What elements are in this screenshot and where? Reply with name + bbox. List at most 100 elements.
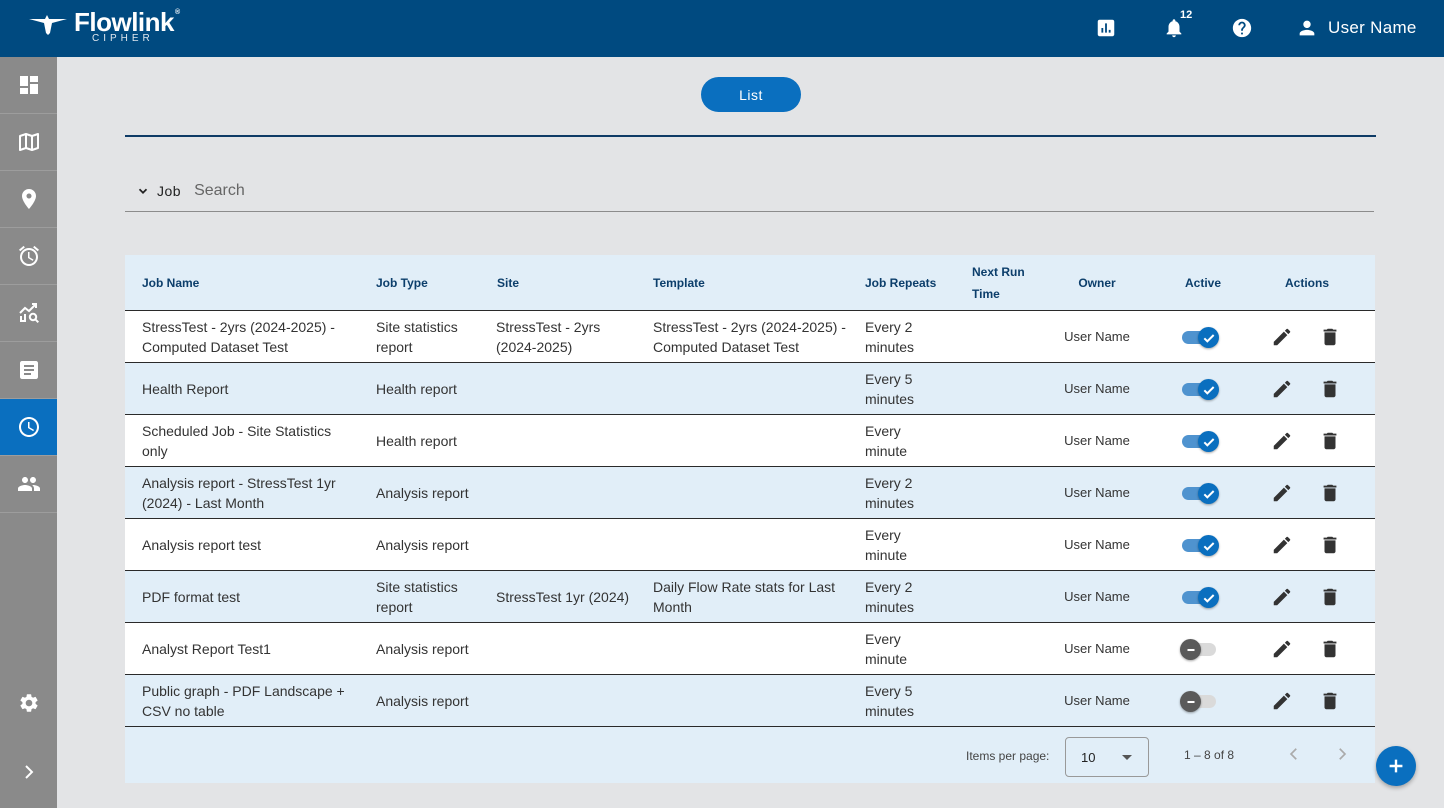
table-row[interactable]: Analysis report - StressTest 1yr (2024) …: [125, 467, 1375, 519]
cell-template: [653, 467, 853, 518]
brand-title: Flowlink®: [74, 7, 180, 37]
add-job-button[interactable]: [1376, 746, 1416, 786]
edit-icon[interactable]: [1269, 376, 1295, 402]
expand-sidebar-button[interactable]: [0, 763, 57, 781]
settings-gear-icon: [19, 694, 38, 712]
active-toggle[interactable]: [1180, 638, 1220, 660]
cell-owner: User Name: [1064, 328, 1130, 344]
check-icon: [1198, 379, 1219, 400]
sidebar-item-analytics[interactable]: [0, 285, 57, 342]
delete-icon[interactable]: [1317, 688, 1343, 714]
search-input[interactable]: [194, 182, 595, 200]
sidebar-item-dashboard[interactable]: [0, 57, 57, 114]
column-header-next-run-time[interactable]: Next Run Time: [972, 264, 1025, 301]
table-header-row: Job Name Job Type Site Template Job Repe…: [125, 255, 1375, 311]
delete-icon[interactable]: [1317, 480, 1343, 506]
sidebar-item-alarms[interactable]: [0, 228, 57, 285]
user-menu[interactable]: User Name: [1296, 17, 1417, 39]
cell-template: StressTest - 2yrs (2024-2025) - Computed…: [653, 318, 846, 355]
cell-template: [653, 623, 853, 674]
column-header-template[interactable]: Template: [653, 275, 705, 290]
sidebar-item-map[interactable]: [0, 114, 57, 171]
table-row[interactable]: Health Report Health report Every 5 minute…: [125, 363, 1375, 415]
active-toggle[interactable]: [1180, 378, 1220, 400]
cell-job-type: Health report: [376, 380, 457, 397]
search-filter-label[interactable]: Job: [157, 183, 182, 199]
sidebar-item-scheduled-jobs[interactable]: [0, 399, 57, 456]
edit-icon[interactable]: [1269, 688, 1295, 714]
report-chart-icon[interactable]: [1095, 17, 1117, 39]
active-toggle[interactable]: [1180, 690, 1220, 712]
logo-bird-icon: [29, 15, 67, 35]
table-row[interactable]: Scheduled Job - Site Statistics only Heal…: [125, 415, 1375, 467]
cell-site: [496, 363, 631, 414]
items-per-page-select[interactable]: 10: [1065, 737, 1149, 777]
active-toggle[interactable]: [1180, 430, 1220, 452]
delete-icon[interactable]: [1317, 636, 1343, 662]
column-header-owner[interactable]: Owner: [1078, 275, 1116, 290]
edit-icon[interactable]: [1269, 532, 1295, 558]
column-header-job-type[interactable]: Job Type: [376, 275, 428, 290]
active-toggle[interactable]: [1180, 326, 1220, 348]
cell-site: [496, 623, 631, 674]
cell-template: [653, 363, 853, 414]
active-toggle[interactable]: [1180, 586, 1220, 608]
edit-icon[interactable]: [1269, 428, 1295, 454]
bell-icon[interactable]: [1163, 17, 1185, 39]
column-header-job-name[interactable]: Job Name: [142, 275, 200, 290]
table-row[interactable]: Public graph - PDF Landscape + CSV no ta…: [125, 675, 1375, 727]
help-icon[interactable]: [1231, 17, 1253, 39]
cell-job-repeats: Every 2 minutes: [865, 318, 915, 355]
previous-page-button[interactable]: [1285, 744, 1303, 764]
table-row[interactable]: Analysis report test Analysis report Every…: [125, 519, 1375, 571]
edit-icon[interactable]: [1269, 636, 1295, 662]
active-toggle[interactable]: [1180, 534, 1220, 556]
delete-icon[interactable]: [1317, 532, 1343, 558]
active-toggle[interactable]: [1180, 482, 1220, 504]
plus-icon: [1389, 759, 1403, 773]
minus-icon: [1180, 691, 1201, 712]
cell-job-type: Site statistics report: [376, 318, 458, 355]
delete-icon[interactable]: [1317, 584, 1343, 610]
cell-next-run-time: [972, 675, 1042, 726]
dropdown-arrow-icon: [1122, 755, 1132, 760]
cell-owner: User Name: [1064, 380, 1130, 396]
next-page-button[interactable]: [1333, 744, 1351, 764]
cell-owner: User Name: [1064, 588, 1130, 604]
cell-job-repeats: Every 5 minutes: [865, 682, 915, 719]
settings-button[interactable]: [0, 692, 57, 714]
sidebar-item-users[interactable]: [0, 456, 57, 513]
sidebar-item-sites[interactable]: [0, 171, 57, 228]
column-header-actions: Actions: [1284, 275, 1329, 290]
flowlink-logo[interactable]: Flowlink® CIPHER: [28, 9, 180, 49]
cell-job-name: PDF format test: [142, 588, 241, 605]
notification-count-badge: 12: [1180, 9, 1193, 21]
delete-icon[interactable]: [1317, 428, 1343, 454]
delete-icon[interactable]: [1317, 376, 1343, 402]
cell-next-run-time: [972, 571, 1042, 622]
edit-icon[interactable]: [1269, 324, 1295, 350]
table-row[interactable]: PDF format test Site statistics report Str…: [125, 571, 1375, 623]
person-icon: [1299, 20, 1315, 36]
edit-icon[interactable]: [1269, 480, 1295, 506]
delete-icon[interactable]: [1317, 324, 1343, 350]
analytics-icon: [18, 303, 39, 324]
cell-job-name: Analysis report test: [142, 536, 262, 553]
table-row[interactable]: StressTest - 2yrs (2024-2025) - Computed…: [125, 311, 1375, 363]
table-row[interactable]: Analyst Report Test1 Analysis report Every…: [125, 623, 1375, 675]
column-header-site[interactable]: Site: [497, 275, 520, 290]
cell-template: Daily Flow Rate stats for Last Month: [653, 578, 836, 615]
list-view-button[interactable]: List: [701, 77, 801, 112]
column-header-active[interactable]: Active: [1184, 275, 1222, 290]
edit-icon[interactable]: [1269, 584, 1295, 610]
check-icon: [1198, 327, 1219, 348]
top-app-bar: Flowlink® CIPHER 12 User Name: [0, 0, 1444, 57]
cell-job-repeats: Every minute: [865, 630, 908, 667]
sidebar-item-reports[interactable]: [0, 342, 57, 399]
location-pin-icon: [21, 189, 36, 209]
cell-job-type: Analysis report: [376, 484, 469, 501]
job-search-bar: Job: [125, 171, 1374, 212]
chevron-down-icon[interactable]: [136, 184, 150, 198]
column-header-job-repeats[interactable]: Job Repeats: [865, 275, 937, 290]
check-icon: [1198, 535, 1219, 556]
